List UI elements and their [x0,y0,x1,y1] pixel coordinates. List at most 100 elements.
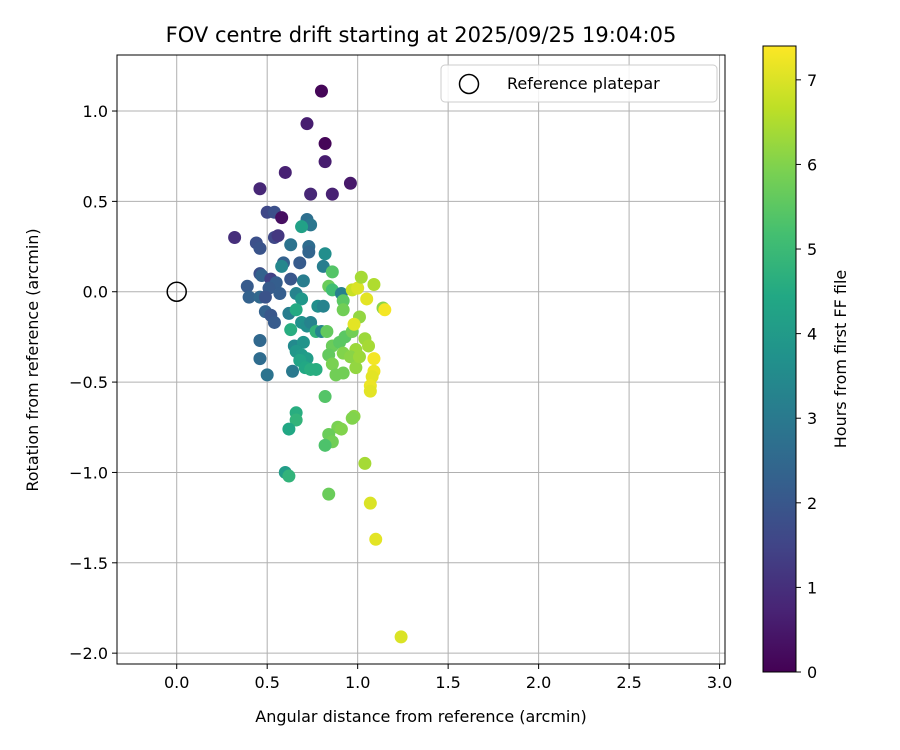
data-point [267,315,281,329]
data-point [336,294,350,308]
data-point [358,456,372,470]
data-point [240,279,254,293]
data-point [253,334,267,348]
data-point [351,281,365,295]
data-point [282,422,296,436]
x-tick-label: 0.0 [164,673,189,692]
y-tick-label: 0.0 [83,283,108,302]
data-point [260,368,274,382]
data-point [343,350,357,364]
data-point [284,238,298,252]
data-point [275,211,289,225]
x-axis-label: Angular distance from reference (arcmin) [255,707,586,726]
data-point [394,630,408,644]
data-point [363,384,377,398]
data-point [300,117,314,131]
data-point [318,390,332,404]
data-point [325,357,339,371]
legend-reference-marker [458,73,480,95]
data-point [354,270,368,284]
data-point [349,361,363,375]
data-point [316,299,330,313]
data-point [352,350,366,364]
data-point [278,165,292,179]
data-point [309,362,323,376]
data-point [258,290,272,304]
data-point [322,487,336,501]
data-point [369,532,383,546]
y-tick-label: 0.5 [83,192,108,211]
y-tick-label: 1.0 [83,102,108,121]
colorbar-tick-label: 0 [807,663,817,682]
colorbar-tick-label: 4 [807,325,817,344]
data-point [253,241,267,255]
chart-title: FOV centre drift starting at 2025/09/25 … [166,23,677,47]
data-point [286,364,300,378]
x-tick-label: 3.0 [707,673,732,692]
data-point [360,292,374,306]
legend-box [440,64,718,103]
legend: Reference platepar [440,64,718,103]
data-point [275,259,289,273]
data-point [325,187,339,201]
y-axis-label: Rotation from reference (arcmin) [23,228,42,491]
data-point [347,317,361,331]
data-point [253,352,267,366]
data-point [289,413,303,427]
colorbar-tick-label: 3 [807,409,817,428]
colorbar-tick-label: 1 [807,578,817,597]
data-point [318,137,332,151]
data-point [367,278,381,292]
data-point [314,84,328,98]
y-tick-label: −2.0 [69,644,108,663]
data-point [378,303,392,317]
data-point [320,324,334,338]
reference-marker-group [166,281,187,302]
data-point [295,220,309,234]
data-point [296,274,310,288]
legend-entry-reference: Reference platepar [507,74,660,93]
data-point [362,339,376,353]
colorbar-frame [762,45,797,673]
data-point [318,438,332,452]
colorbar-tick-label: 5 [807,240,817,259]
data-point [242,290,256,304]
y-tick-label: −1.5 [69,554,108,573]
data-point [336,366,350,380]
data-points [228,84,408,644]
y-tick-label: −1.0 [69,463,108,482]
plot-frame [116,54,726,665]
colorbar-tick-label: 6 [807,155,817,174]
x-tick-label: 0.5 [254,673,279,692]
x-tick-label: 1.5 [435,673,460,692]
colorbar-gradient [763,46,796,672]
data-point [296,335,310,349]
x-tick-label: 2.5 [616,673,641,692]
x-tick-label: 2.0 [526,673,551,692]
data-point [228,231,242,245]
colorbar: 0 1 2 3 4 5 6 7 Hours from first FF file [762,45,850,682]
data-point [345,411,359,425]
data-point [295,292,309,306]
y-axis-ticks: 1.0 0.5 0.0 −0.5 −1.0 −1.5 −2.0 [69,102,117,663]
data-point [253,182,267,196]
data-point [293,256,307,270]
colorbar-ticks: 0 1 2 3 4 5 6 7 [796,71,817,682]
data-point [336,303,350,317]
colorbar-tick-label: 2 [807,494,817,513]
data-point [325,265,339,279]
data-point [273,287,287,301]
colorbar-label: Hours from first FF file [831,270,850,449]
data-point [304,187,318,201]
x-tick-label: 1.0 [345,673,370,692]
data-point [363,496,377,510]
reference-platepar-marker [166,281,187,302]
data-point [318,247,332,261]
data-point [284,272,298,286]
data-point [343,176,357,190]
y-tick-label: −0.5 [69,373,108,392]
grid-lines [117,55,725,664]
data-point [282,469,296,483]
data-point [271,229,285,243]
